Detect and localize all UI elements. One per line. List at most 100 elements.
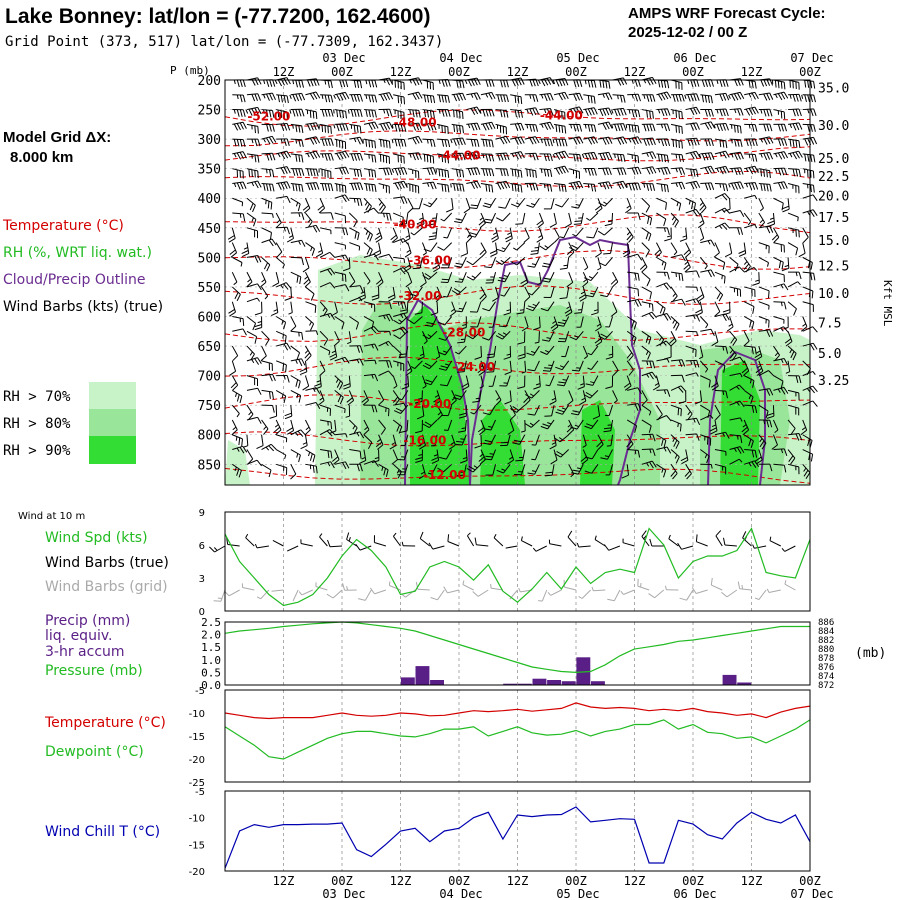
wind-barb-feather (777, 138, 782, 146)
wind-barb (503, 464, 511, 474)
wind-barb-feather (330, 80, 333, 89)
wind-barb-feather (484, 458, 492, 461)
wind-barb (334, 433, 346, 436)
wind-barb-feather (790, 428, 796, 435)
wind-barb (428, 419, 438, 428)
wind-barb-feather (415, 136, 420, 144)
wind-barb-feather (312, 388, 316, 393)
wind-barb-feather (773, 237, 780, 243)
wind-barb-feather (488, 109, 492, 117)
wind-barb (378, 370, 389, 377)
wind-barb (729, 417, 741, 421)
date-label-top: 07 Dec (790, 51, 833, 65)
wind-barb-feather (542, 370, 551, 372)
wind-barb (787, 389, 799, 394)
wind-barb (597, 242, 602, 254)
wind-barb (232, 316, 244, 320)
wind-barb-feather (783, 302, 787, 310)
wind-barb (597, 405, 601, 417)
wind-barb-feather (710, 165, 715, 173)
wind-barb-feather (385, 342, 389, 347)
wind-barb-feather (652, 434, 656, 442)
wind-barb-feather (780, 284, 784, 289)
precip-tick-label: 2.0 (201, 629, 221, 642)
wind-barb-feather (663, 80, 667, 88)
wind-barb-feather (783, 138, 788, 146)
wind-barb-feather (576, 154, 579, 162)
wind-barb (656, 463, 666, 471)
wind-barb-feather (286, 95, 289, 104)
wind-barb (461, 301, 467, 312)
wind-barb-feather (422, 252, 427, 256)
wind-barb-feather (491, 109, 495, 117)
wind-barb-feather (476, 92, 481, 100)
wind-barb (363, 343, 375, 347)
wind-barb-feather (722, 183, 726, 192)
wind-barb-feather (254, 170, 256, 178)
wind-barb-feather (728, 323, 733, 327)
wind-barb-feather (704, 265, 708, 270)
wind-barb-feather (400, 196, 405, 205)
wind-barb-feather (277, 79, 283, 87)
wind-barb-feather (236, 139, 240, 147)
wind-barb-feather (315, 225, 321, 232)
wind-barb-feather (707, 95, 710, 103)
wind-barb-feather (236, 123, 241, 131)
wind-barb-feather (236, 294, 241, 302)
wind-barb (334, 331, 340, 342)
wind-barb-feather (684, 261, 689, 265)
wind-barb-feather (526, 183, 529, 188)
wind-barb-feather (647, 352, 651, 360)
wind-barb-feather (530, 253, 538, 255)
wind-barb-feather (426, 110, 429, 118)
wind-barb-feather (391, 442, 396, 445)
wind-barb-feather (595, 326, 602, 332)
wind-barb (319, 301, 328, 311)
wind-barb-feather (394, 139, 398, 147)
wind-barb-feather (353, 183, 358, 191)
wind-barb-feather (513, 247, 518, 251)
wind-barb-feather (532, 183, 536, 191)
wind-barb (699, 301, 703, 313)
wind-barb-feather (549, 121, 555, 129)
wind-barb-feather (318, 207, 325, 214)
wind-barb (773, 283, 785, 288)
wind-barb (590, 345, 599, 356)
wind-barb (246, 449, 254, 460)
wind-barb-feather (483, 221, 492, 224)
wind-barb-feather (798, 230, 800, 238)
wind-barb (393, 109, 405, 113)
wind-barb-feather (327, 183, 331, 192)
wind-barb-feather (318, 400, 325, 406)
wind-barb-feather (217, 597, 222, 599)
wind-barb-feather (374, 457, 379, 460)
wind-barb-feather (270, 202, 273, 210)
wind-barb-feather (536, 237, 544, 243)
wind-barb (462, 584, 474, 591)
wind-barb-feather (254, 154, 257, 163)
wind-barb-feather (529, 393, 534, 397)
wind-barb-feather (725, 346, 729, 354)
wind-barb-feather (277, 153, 281, 158)
wind-barb-feather (339, 167, 344, 175)
wind-barb-feather (309, 137, 315, 145)
wind-barb-feather (597, 444, 604, 450)
wind-barb (590, 271, 599, 281)
wind-barb-feather (743, 340, 750, 347)
wind-barb-feather (344, 150, 350, 158)
wind-barb-feather (473, 123, 478, 131)
wind-barb-feather (581, 153, 585, 159)
wind-barb-feather (690, 360, 693, 365)
wind-barb-feather (710, 95, 713, 104)
wind-barb-feather (745, 167, 749, 173)
wind-barb-feather (529, 108, 534, 116)
wind-barb-feather (690, 169, 693, 177)
wind-barb (671, 153, 683, 156)
wind-barb (656, 434, 667, 441)
wind-barb (729, 181, 741, 184)
wind-barb-feather (495, 335, 503, 340)
wind-barb-feather (766, 588, 770, 593)
wind-barb-feather (310, 293, 315, 301)
wind-barb-feather (453, 288, 461, 293)
wind-barb-feather (365, 230, 369, 235)
